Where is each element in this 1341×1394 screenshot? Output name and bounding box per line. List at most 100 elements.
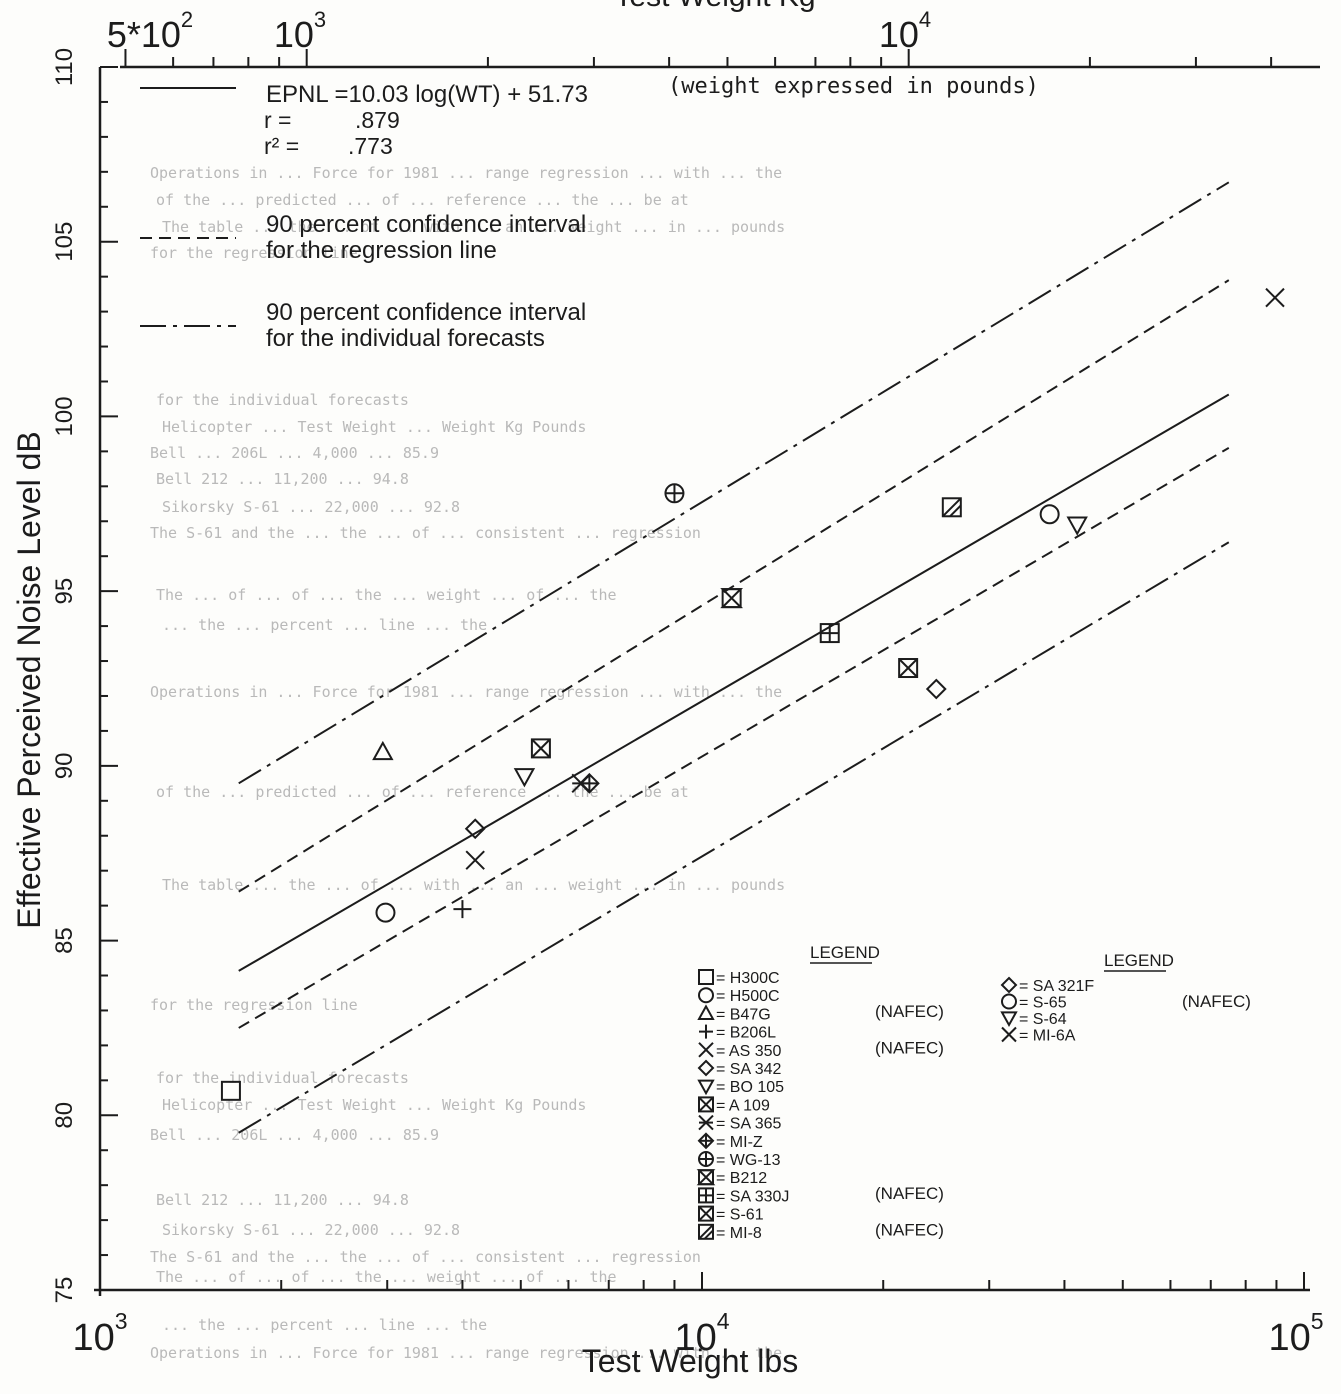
background-text-line: The S-61 and the ... the ... of ... cons… xyxy=(150,524,701,542)
point-b206l xyxy=(453,900,472,919)
background-text-line: Operations in ... Force for 1981 ... ran… xyxy=(150,1344,782,1362)
background-text-line: for the regression line xyxy=(150,996,358,1014)
legend-entry-label: = SA 342 xyxy=(716,1061,781,1078)
point-a-109 xyxy=(530,738,551,759)
legend-marker--s-61 xyxy=(698,1205,714,1222)
background-text-line: Bell ... 206L ... 4,000 ... 85.9 xyxy=(150,444,439,462)
legend-entry-label: = H300C xyxy=(716,970,780,987)
legend-nafec-tag: (NAFEC) xyxy=(875,1002,944,1021)
legend-marker--wg-13 xyxy=(698,1151,714,1167)
legend-heading-right: LEGEND xyxy=(1104,951,1174,970)
legend-entry-label: = WG-13 xyxy=(716,1152,781,1169)
background-page-text: Operations in ... Force for 1981 ... ran… xyxy=(150,164,785,1362)
top-tick-label: 5*102 xyxy=(107,7,193,55)
point-s-65 xyxy=(1039,504,1060,525)
y-tick-label: 105 xyxy=(51,222,78,262)
legend-entry-label: = BO 105 xyxy=(716,1079,784,1096)
r2-label: r² = xyxy=(264,133,299,159)
background-text-line: Bell ... 206L ... 4,000 ... 85.9 xyxy=(150,1126,439,1144)
x-tick-label: 105 xyxy=(1268,1308,1323,1359)
y-tick-label: 80 xyxy=(51,1102,78,1129)
background-text-line: Sikorsky S-61 ... 22,000 ... 92.8 xyxy=(162,498,460,516)
y-axis-title: Effective Perceived Noise Level dB xyxy=(11,431,47,928)
legend-entry-label: = H500C xyxy=(716,988,780,1005)
legend-marker--mi-z xyxy=(697,1132,715,1150)
y-tick-label: 85 xyxy=(51,927,78,954)
legend-line-label: for the regression line xyxy=(266,237,497,264)
y-tick-label: 75 xyxy=(51,1277,78,1304)
legend-right-entry-label: = S-64 xyxy=(1019,1011,1067,1028)
background-text-line: Bell 212 ... 11,200 ... 94.8 xyxy=(156,1191,409,1209)
point-as-350 xyxy=(465,850,485,870)
axis-labels: Test Weight lbs Test Weight Kg Effective P… xyxy=(11,0,816,1379)
legend-marker--a-109 xyxy=(698,1096,714,1113)
legend-right-marker xyxy=(1000,976,1018,994)
point-bo-105 xyxy=(513,768,536,788)
legend-right-entry-label: = MI-6A xyxy=(1019,1028,1076,1045)
background-text-line: The ... of ... of ... the ... weight ...… xyxy=(156,1268,617,1286)
legend-entry-label: = SA 330J xyxy=(716,1188,789,1205)
background-text-line: The table ... the ... of ... with ... an… xyxy=(162,218,785,236)
background-text-line: Bell 212 ... 11,200 ... 94.8 xyxy=(156,470,409,488)
legend-marker--sa-342 xyxy=(697,1059,715,1077)
legend-right-marker xyxy=(1000,1011,1018,1028)
background-text-line: The ... of ... of ... the ... weight ...… xyxy=(156,586,617,604)
legend-marker--h500c xyxy=(698,987,714,1004)
point-s-64 xyxy=(1066,516,1088,536)
y-tick-label: 110 xyxy=(51,48,78,86)
forecast-confidence-upper-line xyxy=(238,181,1230,785)
legend-marker--h300c xyxy=(698,969,714,985)
point-h300c xyxy=(220,1080,241,1101)
legend-right-nafec-tag: (NAFEC) xyxy=(1182,992,1251,1011)
top-axis-title: Test Weight Kg xyxy=(614,0,815,13)
background-text-line: ... the ... percent ... line ... the xyxy=(162,1316,487,1334)
legend-line-label: EPNL =10.03 log(WT) + 51.73 xyxy=(266,81,588,108)
background-text-line: The table ... the ... of ... with ... an… xyxy=(162,876,785,894)
r-value: .879 xyxy=(355,107,400,133)
legend-marker--sa-365 xyxy=(698,1114,714,1131)
regression-line xyxy=(238,393,1230,972)
background-text-line: The S-61 and the ... the ... of ... cons… xyxy=(150,1248,701,1266)
point-b47g xyxy=(372,740,394,761)
point-s-61 xyxy=(898,658,919,679)
legend-right-marker xyxy=(1001,1026,1017,1043)
legend-entry-label: = S-61 xyxy=(716,1207,764,1224)
marker-legend: LEGEND = H300C= H500C (NAFEC) = B47G = B206L… xyxy=(696,943,1251,1242)
background-text-line: Helicopter ... Test Weight ... Weight Kg… xyxy=(162,1096,586,1114)
point-wg-13 xyxy=(664,483,685,504)
background-text-line: ... the ... percent ... line ... the xyxy=(162,616,487,634)
point-mi-z xyxy=(578,772,600,794)
y-tick-label: 95 xyxy=(51,578,78,605)
legend-marker--b212 xyxy=(696,1169,716,1186)
point-b212 xyxy=(720,588,744,609)
legend-nafec-tag: (NAFEC) xyxy=(875,1184,944,1203)
legend-right-entry-label: = SA 321F xyxy=(1019,978,1094,995)
point-sa-342 xyxy=(464,818,486,840)
point-sa-330j xyxy=(819,623,840,644)
y-tick-label: 90 xyxy=(51,753,78,780)
legend-entry-label: = B212 xyxy=(716,1170,767,1187)
legend-marker--b47g xyxy=(697,1004,715,1020)
x-tick-label: 104 xyxy=(674,1308,729,1359)
legend-line-label: for the individual forecasts xyxy=(266,325,545,352)
x-tick-label: 103 xyxy=(72,1308,127,1359)
point-sa-321f xyxy=(925,678,947,700)
legend-entry-label: = MI-8 xyxy=(716,1225,762,1242)
background-text-line: for the regression line xyxy=(150,244,358,262)
legend-marker--b206l xyxy=(699,1024,713,1039)
legend-nafec-tag: (NAFEC) xyxy=(875,1039,944,1058)
legend-entry-label: = A 109 xyxy=(716,1097,770,1114)
legend-entry-label: = AS 350 xyxy=(716,1043,781,1060)
background-text-line: Sikorsky S-61 ... 22,000 ... 92.8 xyxy=(162,1221,460,1239)
legend-right-entry-label: = S-65 xyxy=(1019,995,1067,1012)
point-mi-8 xyxy=(941,497,962,518)
top-tick-label: 103 xyxy=(274,7,326,55)
confidence-bands xyxy=(238,181,1230,1134)
legend-line-label: 90 percent confidence interval xyxy=(266,211,586,238)
background-text-line: Operations in ... Force for 1981 ... ran… xyxy=(150,164,782,182)
background-text-line: of the ... predicted ... of ... referenc… xyxy=(156,783,689,801)
regression-confidence-lower-line xyxy=(238,447,1230,1029)
data-points xyxy=(220,287,1285,1101)
